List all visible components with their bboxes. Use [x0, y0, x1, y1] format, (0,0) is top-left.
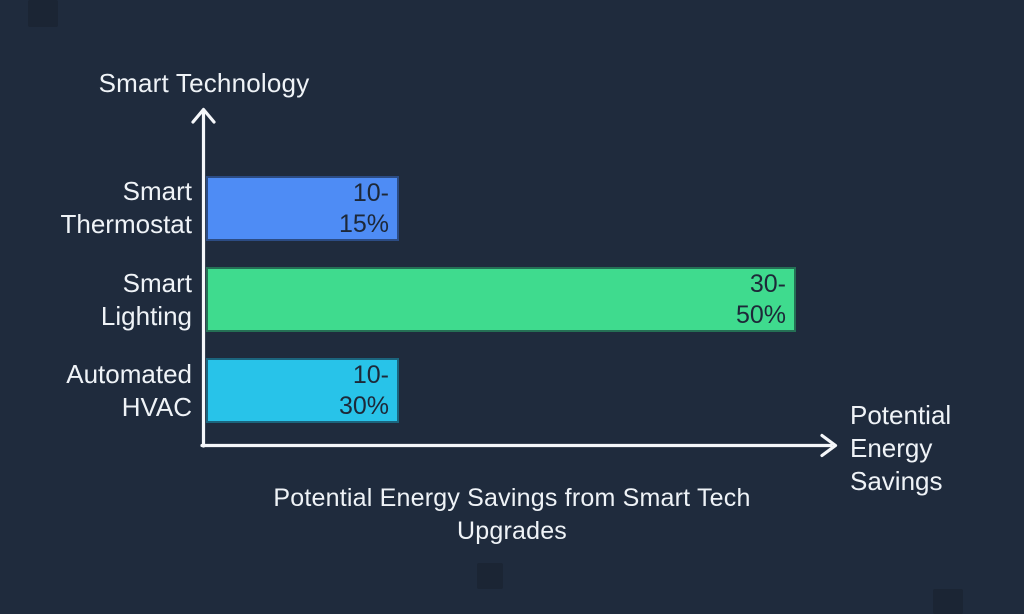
bar-value-line: 10-: [352, 360, 389, 389]
decor-square-top-left: [28, 0, 58, 27]
category-label-smart-lighting: Smart Lighting: [100, 267, 192, 331]
decor-square-bottom-center: [477, 563, 503, 589]
decor-square-bottom-right: [933, 589, 963, 614]
bar-value-line: 50%: [735, 300, 786, 329]
arrow-up-icon: [191, 107, 216, 124]
bar-automated-hvac: 10- 30%: [206, 358, 399, 423]
category-label-smart-thermostat: Smart Thermostat: [60, 176, 193, 239]
category-label-automated-hvac: Automated HVAC: [66, 358, 192, 422]
bar-smart-thermostat: 10- 15%: [206, 176, 399, 241]
bar-smart-lighting: 30- 50%: [206, 267, 796, 332]
bar-value-line: 30-: [749, 269, 786, 298]
y-axis-title: Smart Technology: [98, 68, 310, 98]
arrow-right-icon: [820, 433, 838, 458]
bar-value-line: 15%: [338, 209, 389, 238]
bar-value-line: 10-: [352, 178, 389, 207]
chart-title: Potential Energy Savings from Smart Tech…: [273, 484, 751, 545]
x-axis-title: Potential Energy Savings: [850, 400, 952, 496]
bar-value-line: 30%: [338, 391, 389, 420]
